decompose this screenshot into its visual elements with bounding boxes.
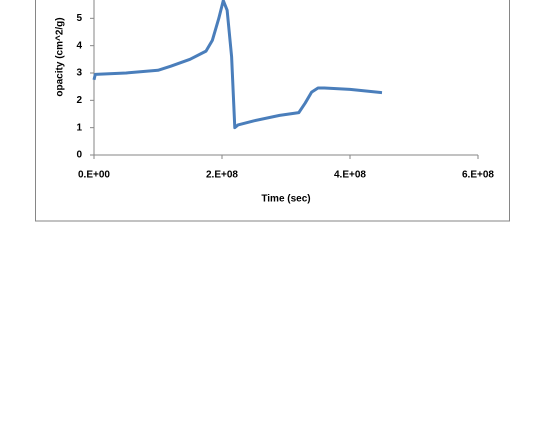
x-tick-label: 6.E+08 <box>462 170 494 181</box>
x-tick-label: 0.E+00 <box>78 170 110 181</box>
y-tick-label: 2 <box>76 95 82 106</box>
y-axis-title: opacity (cm^2/g) <box>55 17 66 96</box>
x-tick-label: 2.E+08 <box>206 170 238 181</box>
x-tick-label: 4.E+08 <box>334 170 366 181</box>
chart-frame <box>35 0 510 222</box>
y-tick-label: 0 <box>76 150 82 161</box>
y-tick-label: 3 <box>76 68 82 79</box>
x-axis-title: Time (sec) <box>261 194 310 205</box>
data-line <box>92 0 383 130</box>
y-tick-label: 1 <box>76 122 82 133</box>
y-tick-label: 5 <box>76 13 82 24</box>
y-tick-label: 4 <box>76 40 82 51</box>
